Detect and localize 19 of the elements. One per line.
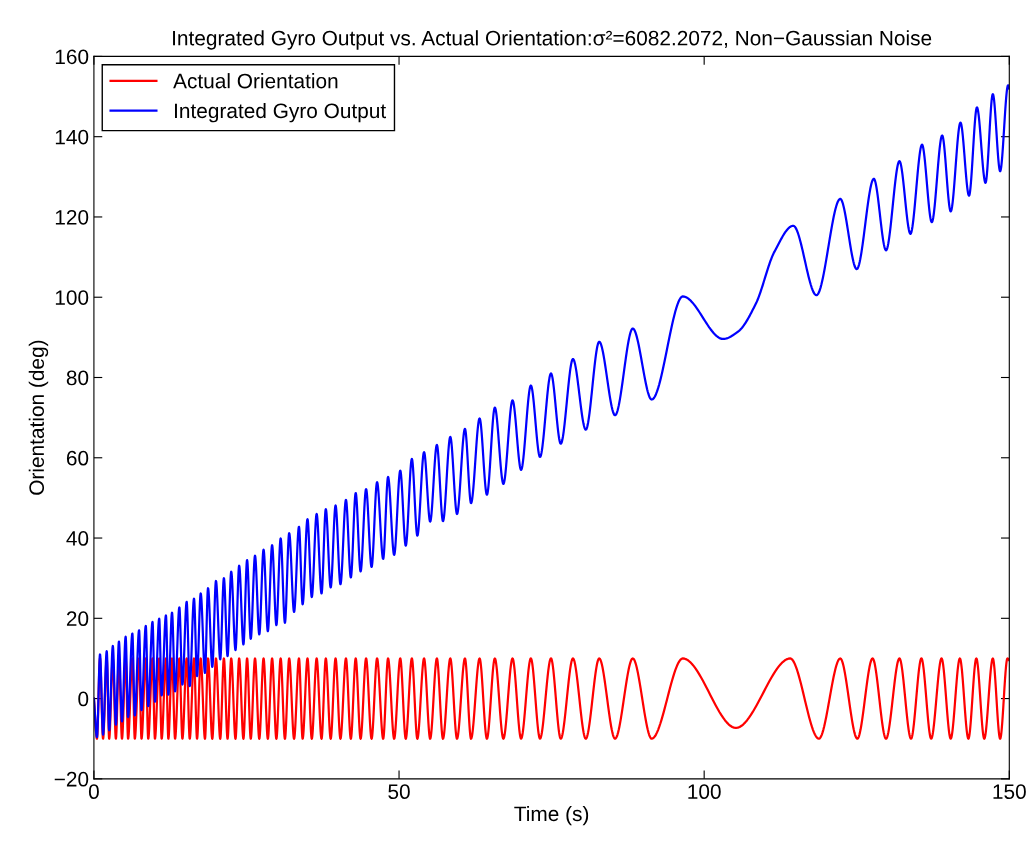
y-tick-label: 120 bbox=[55, 209, 89, 225]
y-tick-label: 80 bbox=[66, 370, 89, 386]
y-tick-label: −20 bbox=[54, 771, 89, 787]
x-tick-label: 100 bbox=[688, 784, 721, 800]
y-tick-label: 0 bbox=[78, 691, 89, 707]
y-tick-label: 100 bbox=[55, 290, 89, 305]
x-axis-title: Time (s) bbox=[514, 805, 589, 826]
y-tick-label: 40 bbox=[66, 531, 89, 546]
x-tick-label: 150 bbox=[993, 784, 1026, 800]
x-tick-label: 0 bbox=[88, 784, 99, 800]
legend-label: Actual Orientation bbox=[173, 73, 338, 89]
y-axis-title: Orientation (deg) bbox=[28, 340, 49, 495]
chart-title: Integrated Gyro Output vs. Actual Orientation:σ²=6082.2072, Non−Gaussian Noise bbox=[173, 30, 932, 50]
y-tick-label: 140 bbox=[55, 129, 89, 145]
y-tick-label: 160 bbox=[55, 49, 89, 65]
x-tick-label: 50 bbox=[388, 784, 410, 800]
legend-label: Integrated Gyro Output bbox=[175, 102, 387, 123]
y-tick-label: 20 bbox=[66, 611, 89, 627]
y-tick-label: 60 bbox=[66, 450, 89, 466]
